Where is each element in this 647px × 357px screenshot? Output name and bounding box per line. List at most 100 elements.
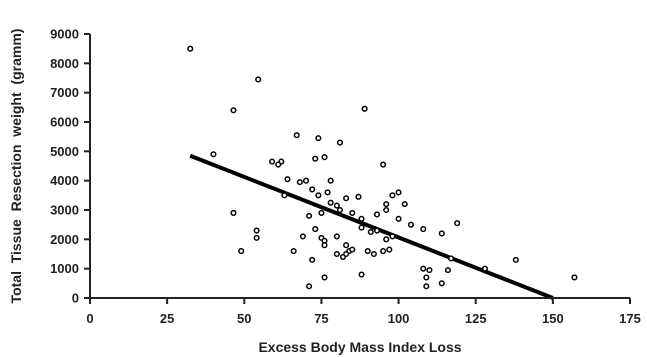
y-tick-label: 6000 (50, 115, 79, 130)
x-tick-label: 75 (314, 311, 328, 326)
data-point (358, 224, 365, 231)
data-point (290, 248, 297, 255)
axes (89, 34, 630, 299)
data-point (343, 250, 350, 258)
data-point (253, 227, 260, 234)
data-point (333, 250, 340, 258)
data-point (230, 209, 237, 216)
y-axis-title: Total Tissue Resection weight (gramm) (8, 29, 24, 304)
data-point (367, 228, 374, 236)
data-point (336, 206, 343, 214)
y-tick-label: 3000 (50, 203, 79, 218)
data-point (187, 45, 194, 52)
y-axis-ticks: 0 1000 2000 3000 4000 5000 6000 7000 8000 9000 (50, 27, 90, 306)
data-point (386, 246, 393, 253)
data-point (255, 76, 262, 83)
data-point (373, 211, 381, 218)
data-point (281, 192, 288, 199)
data-point (336, 139, 343, 146)
data-point (238, 248, 245, 255)
data-point (389, 192, 396, 199)
data-point (315, 135, 322, 142)
data-point (349, 209, 356, 216)
data-point (284, 176, 291, 183)
data-point (306, 283, 313, 290)
plot-area (187, 45, 578, 300)
data-point (481, 265, 489, 272)
data-point (312, 226, 319, 233)
data-point (423, 274, 430, 281)
data-point (333, 233, 340, 240)
y-tick-label: 9000 (50, 27, 79, 42)
data-point (370, 250, 377, 258)
data-point (426, 267, 433, 274)
data-point (230, 107, 237, 114)
data-point (407, 221, 414, 228)
data-point (315, 192, 322, 199)
y-tick-label: 0 (72, 291, 79, 306)
data-point (438, 280, 445, 287)
data-point (321, 154, 328, 161)
data-point (420, 265, 427, 272)
data-point (389, 233, 396, 240)
data-point (318, 209, 325, 216)
data-point (380, 248, 387, 255)
y-tick-label: 4000 (50, 173, 79, 188)
data-point (299, 233, 306, 240)
data-point (324, 189, 331, 196)
data-point (309, 186, 316, 193)
data-point (349, 246, 356, 253)
data-point (395, 189, 402, 196)
data-point (309, 256, 316, 263)
regression-line (189, 153, 554, 300)
data-point (395, 215, 402, 222)
data-point (321, 274, 328, 281)
data-point (210, 151, 217, 158)
data-point (438, 230, 445, 237)
data-point (343, 242, 350, 249)
data-point (373, 227, 381, 234)
x-tick-label: 125 (465, 311, 487, 326)
y-tick-label: 1000 (50, 261, 79, 276)
data-point (275, 161, 282, 168)
x-tick-label: 25 (160, 311, 174, 326)
data-point (293, 132, 300, 139)
data-point (327, 199, 334, 206)
x-axis-title: Excess Body Mass Index Loss (258, 339, 461, 355)
x-tick-label: 100 (388, 311, 410, 326)
data-point (306, 212, 313, 219)
data-point (321, 242, 328, 249)
data-point (312, 155, 319, 162)
data-point (361, 105, 368, 112)
data-point (444, 267, 451, 274)
y-tick-label: 8000 (50, 56, 79, 71)
data-point (358, 271, 365, 278)
data-point (358, 215, 365, 222)
x-tick-label: 50 (237, 311, 251, 326)
data-point (401, 201, 408, 208)
data-point (355, 193, 362, 200)
data-point (383, 201, 390, 208)
data-point (454, 220, 461, 227)
data-point (333, 202, 340, 209)
x-tick-label: 150 (542, 311, 564, 326)
data-point (296, 179, 303, 186)
data-point (327, 177, 334, 184)
data-point (512, 256, 519, 263)
data-point (302, 177, 310, 184)
data-point (447, 255, 455, 262)
data-point (423, 283, 430, 290)
data-point (253, 234, 260, 241)
data-point (383, 206, 390, 214)
data-point (269, 158, 276, 165)
data-point (383, 236, 390, 243)
data-point (343, 195, 350, 202)
x-axis-ticks: 0 25 50 75 100 125 150 175 (86, 298, 641, 326)
y-tick-label: 2000 (50, 232, 79, 247)
y-tick-label: 7000 (50, 85, 79, 100)
y-tick-label: 5000 (50, 144, 79, 159)
x-tick-label: 175 (619, 311, 641, 326)
data-point (571, 274, 578, 281)
